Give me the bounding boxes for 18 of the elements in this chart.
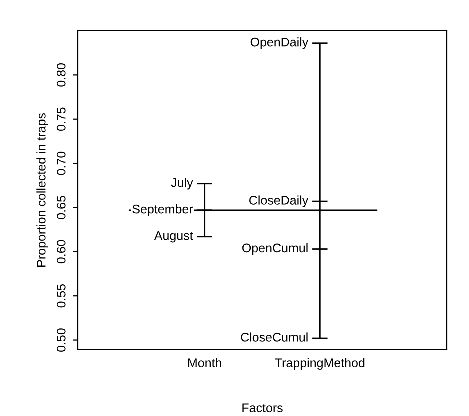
y-tick-label: 0.80 (56, 64, 66, 87)
data-label: CloseCumul (241, 332, 308, 342)
data-label: CloseDaily (250, 196, 309, 208)
data-label: September (132, 204, 194, 216)
data-label: August (154, 232, 194, 243)
y-tick-label: 0.55 (56, 284, 66, 308)
y-tick-label: 0.50 (56, 328, 66, 352)
data-label: OpenCumul (242, 243, 308, 256)
y-tick-label: 0.60 (56, 240, 66, 264)
x-axis-title: Factors (242, 404, 283, 412)
data-label: July (171, 178, 194, 190)
y-axis-title: Proportion collected in traps (36, 113, 48, 267)
y-tick-label: 0.75 (56, 108, 66, 132)
x-tick-label: TrappingMethod (275, 358, 365, 370)
y-tick-label: 0.65 (56, 196, 66, 220)
y-tick-label: 0.70 (56, 152, 66, 176)
x-tick-label: Month (188, 358, 222, 368)
data-label: OpenDaily (250, 38, 309, 50)
